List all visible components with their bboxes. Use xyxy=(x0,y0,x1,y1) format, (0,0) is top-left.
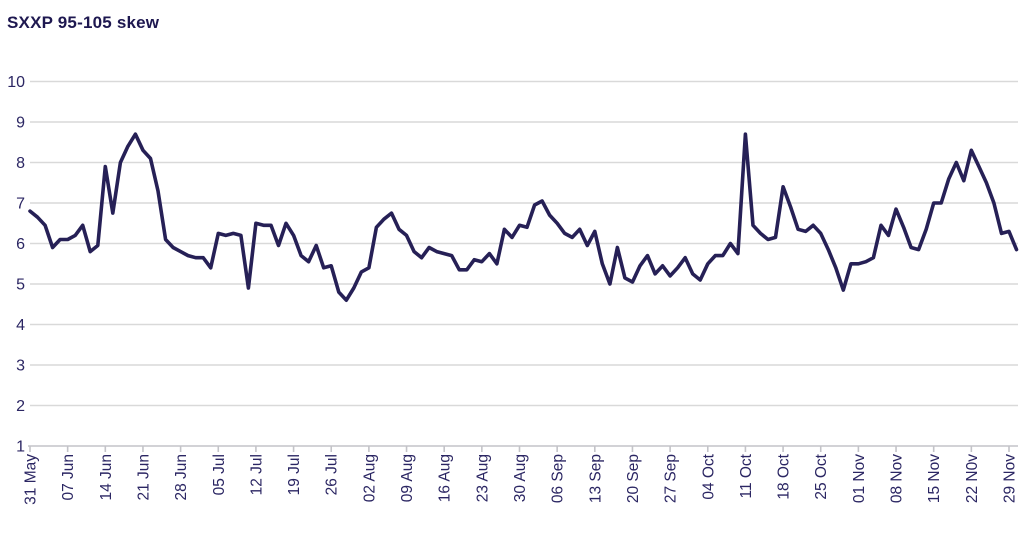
x-tick-label: 27 Sep xyxy=(663,454,680,503)
x-tick-label: 06 Sep xyxy=(550,454,567,503)
x-tick-label: 14 Jun xyxy=(98,454,115,501)
x-tick-label: 09 Aug xyxy=(399,454,416,502)
chart-title: SXXP 95-105 skew xyxy=(7,13,160,32)
x-tick-label: 04 Oct xyxy=(700,453,717,499)
x-tick-label: 29 Nov xyxy=(1002,454,1019,503)
y-tick-label: 6 xyxy=(16,236,25,253)
y-tick-label: 4 xyxy=(16,317,25,334)
y-tick-label: 2 xyxy=(16,398,25,415)
x-tick-label: 05 Jul xyxy=(211,454,228,495)
x-tick-label: 22 N0v xyxy=(964,454,981,503)
x-tick-label: 11 Oct xyxy=(738,453,755,498)
x-tick-label: 20 Sep xyxy=(625,454,642,503)
x-tick-label: 30 Aug xyxy=(512,454,529,502)
y-tick-label: 8 xyxy=(16,155,25,172)
x-tick-label: 28 Jun xyxy=(173,454,190,501)
x-tick-label: 21 Jun xyxy=(135,454,152,501)
x-tick-label: 26 Jul xyxy=(324,454,341,495)
y-tick-label: 3 xyxy=(16,358,25,375)
y-tick-label: 9 xyxy=(16,115,25,132)
x-tick-label: 12 Jul xyxy=(248,454,265,495)
series-line xyxy=(28,132,1019,303)
y-tick-label: 7 xyxy=(16,196,25,213)
x-tick-label: 13 Sep xyxy=(587,454,604,503)
x-tick-label: 23 Aug xyxy=(474,454,491,502)
x-tick-label: 08 Nov xyxy=(889,454,906,503)
x-tick-label: 02 Aug xyxy=(361,454,378,502)
y-tick-label: 5 xyxy=(16,277,25,294)
x-tick-label: 16 Aug xyxy=(437,454,454,502)
x-tick-label: 07 Jun xyxy=(60,454,77,501)
x-tick-label: 31 May xyxy=(23,454,40,505)
y-tick-label: 10 xyxy=(7,74,25,91)
x-tick-label: 18 Oct xyxy=(776,453,793,499)
x-tick-label: 25 Oct xyxy=(813,453,830,499)
x-tick-label: 19 Jul xyxy=(286,454,303,495)
y-tick-label: 1 xyxy=(16,439,25,456)
x-tick-label: 15 Nov xyxy=(926,454,943,503)
x-tick-label: 01 Nov xyxy=(851,454,868,503)
